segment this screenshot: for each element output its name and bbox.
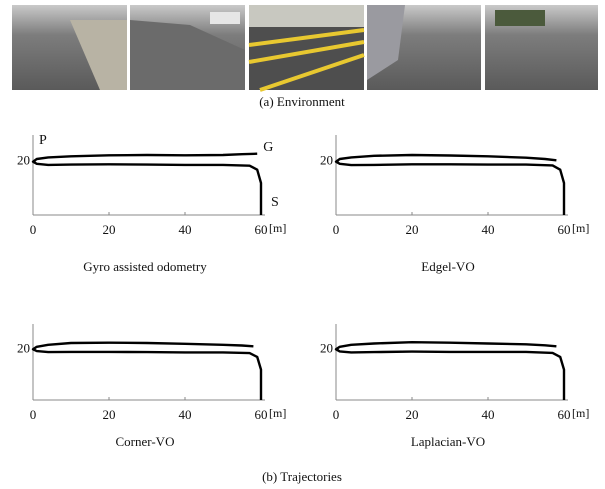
y-tick-label: 20	[320, 340, 333, 355]
chart-title: Corner-VO	[116, 434, 175, 449]
x-tick-label: 20	[103, 407, 116, 422]
x-tick-label: 0	[333, 222, 340, 237]
x-tick-label: 60	[558, 407, 571, 422]
x-tick-label: 0	[333, 407, 340, 422]
x-tick-label: 40	[179, 222, 192, 237]
trajectory	[33, 343, 261, 400]
caption: (b) Trajectories	[262, 469, 342, 484]
x-tick-label: 60	[558, 222, 571, 237]
figure: (a) Environment (b) Trajectories 0 20 40 60…	[0, 0, 605, 489]
x-axis-label: [m]	[572, 221, 589, 235]
x-tick-label: 20	[406, 222, 419, 237]
x-tick-label: 60	[255, 222, 268, 237]
chart-title: Gyro assisted odometry	[83, 259, 207, 274]
x-tick-label: 20	[406, 407, 419, 422]
caption: (a) Environment	[259, 94, 345, 109]
x-axis-label: [m]	[269, 406, 286, 420]
x-tick-label: 0	[30, 222, 37, 237]
environment-photos	[12, 5, 598, 90]
x-tick-label: 40	[482, 222, 495, 237]
photo-detail	[495, 10, 545, 26]
annotation: S	[271, 195, 279, 210]
y-tick-label: 20	[320, 153, 333, 168]
annotation: P	[39, 133, 47, 148]
y-tick-label: 20	[17, 153, 30, 168]
x-tick-label: 40	[482, 407, 495, 422]
annotation: G	[263, 140, 273, 155]
trajectory	[33, 154, 261, 215]
chart-title: Edgel-VO	[421, 259, 474, 274]
x-axis-label: [m]	[572, 406, 589, 420]
x-axis-label: [m]	[269, 221, 286, 235]
x-tick-label: 60	[255, 407, 268, 422]
trajectory	[336, 342, 564, 400]
y-tick-label: 20	[17, 340, 30, 355]
chart-title: Laplacian-VO	[411, 434, 485, 449]
trajectory	[336, 155, 564, 215]
photo-detail	[210, 12, 240, 24]
photo-detail	[249, 5, 364, 27]
x-tick-label: 0	[30, 407, 37, 422]
x-tick-label: 20	[103, 222, 116, 237]
x-tick-label: 40	[179, 407, 192, 422]
